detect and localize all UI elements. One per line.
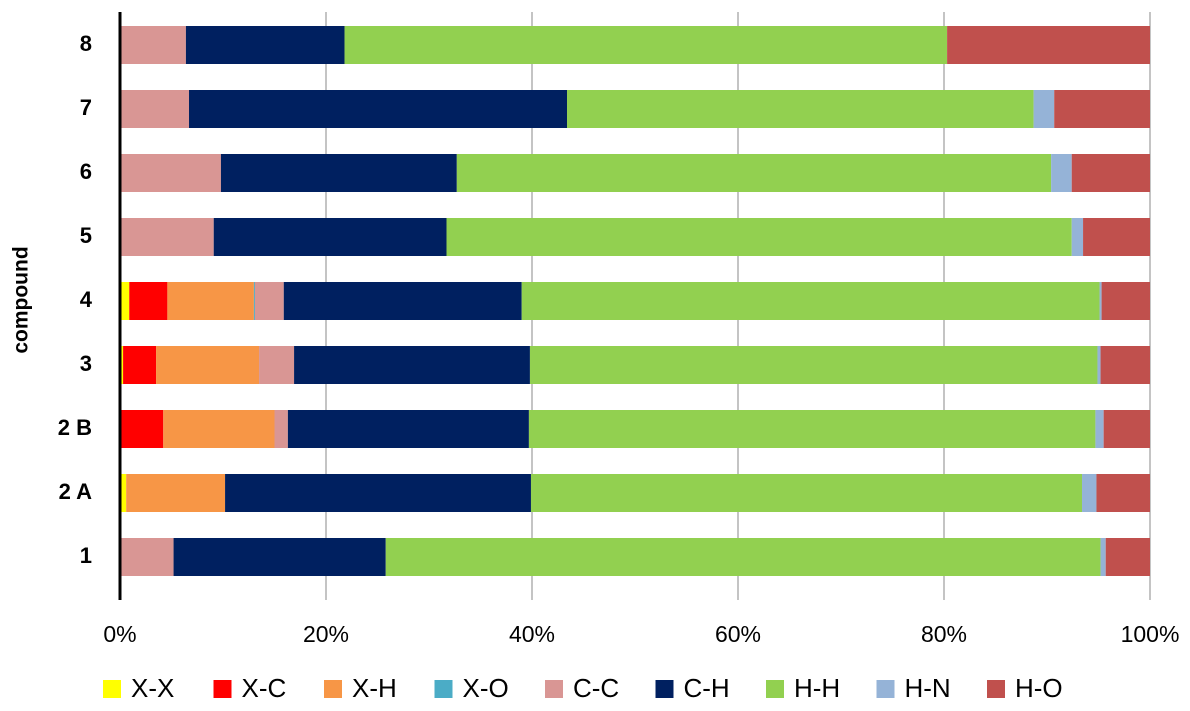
bar-segment	[253, 282, 255, 320]
legend-label: X-O	[463, 673, 509, 703]
bar-segment	[120, 474, 127, 512]
bar-segment	[1082, 474, 1097, 512]
legend-swatch	[324, 680, 342, 698]
bar-segment	[521, 282, 1100, 320]
x-tick-label: 40%	[509, 621, 555, 647]
bar-segment	[120, 90, 190, 128]
bar-segment	[529, 346, 1098, 384]
y-axis-label: compound	[10, 246, 33, 353]
bar-segment	[120, 282, 130, 320]
bar-segment	[254, 282, 284, 320]
bar-segment	[173, 538, 386, 576]
legend-label: X-X	[131, 673, 174, 703]
x-tick-label: 100%	[1121, 621, 1180, 647]
bar-segment	[1071, 218, 1084, 256]
legend-swatch	[987, 680, 1005, 698]
legend-label: H-O	[1015, 673, 1063, 703]
bar-segment	[1083, 218, 1150, 256]
bar-segment	[530, 474, 1083, 512]
bar-segment	[283, 282, 522, 320]
y-tick-label: 8	[80, 31, 92, 56]
bar-segment	[123, 346, 157, 384]
bar-segment	[220, 154, 457, 192]
bar-segment	[1103, 410, 1150, 448]
bar-segment	[385, 538, 1101, 576]
bar-segment	[1100, 346, 1150, 384]
legend-swatch	[434, 680, 453, 698]
bar-segment	[287, 410, 529, 448]
legend-label: H-H	[794, 673, 840, 703]
x-tick-label: 20%	[303, 621, 349, 647]
bar-segment	[1097, 346, 1101, 384]
legend-label: X-H	[352, 673, 397, 703]
bar-segment	[344, 26, 948, 64]
legend-swatch	[655, 680, 674, 698]
bar-segment	[156, 346, 260, 384]
legend-swatch	[876, 680, 895, 698]
bar-segment	[1095, 410, 1104, 448]
bar-segment	[185, 26, 345, 64]
y-tick-label: 2 B	[58, 415, 92, 440]
bar-segment	[1105, 538, 1150, 576]
y-tick-label: 5	[80, 223, 92, 248]
y-tick-label: 6	[80, 159, 92, 184]
bar-segment	[294, 346, 530, 384]
bar-segment	[120, 26, 186, 64]
bar-segment	[167, 282, 254, 320]
y-tick-label: 7	[80, 95, 92, 120]
bar-segment	[189, 90, 568, 128]
x-tick-label: 0%	[103, 621, 136, 647]
bar-segment	[1033, 90, 1055, 128]
x-tick-label: 60%	[715, 621, 761, 647]
legend-label: C-H	[684, 673, 730, 703]
bar-segment	[129, 282, 168, 320]
legend-swatch	[766, 680, 784, 698]
bar-segment	[225, 474, 531, 512]
bar-segment	[120, 346, 124, 384]
y-tick-label: 4	[80, 287, 93, 312]
bar-segment	[1099, 282, 1102, 320]
bar-segment	[163, 410, 275, 448]
bar-segment	[947, 26, 1150, 64]
y-tick-label: 3	[80, 351, 92, 376]
bar-segment	[274, 410, 288, 448]
y-tick-label: 2 A	[59, 479, 93, 504]
bar-segment	[1096, 474, 1150, 512]
bar-segment	[1100, 538, 1106, 576]
bar-segment	[213, 218, 447, 256]
bar-segment	[528, 410, 1096, 448]
bar-segment	[120, 154, 221, 192]
bar-segment	[120, 410, 164, 448]
legend-label: H-N	[905, 673, 951, 703]
bar-segment	[1071, 154, 1150, 192]
bar-segment	[1054, 90, 1150, 128]
bar-segment	[1101, 282, 1150, 320]
legend-label: X-C	[242, 673, 287, 703]
bar-segment	[120, 218, 214, 256]
legend-swatch	[545, 680, 563, 698]
bar-segment	[456, 154, 1052, 192]
bar-segment	[259, 346, 295, 384]
bar-segment	[126, 474, 226, 512]
y-tick-label: 1	[80, 543, 92, 568]
bar-segment	[446, 218, 1072, 256]
legend-label: C-C	[573, 673, 619, 703]
legend-swatch	[103, 680, 121, 698]
bar-segment	[120, 538, 174, 576]
legend-swatch	[213, 680, 232, 698]
x-tick-label: 80%	[921, 621, 967, 647]
bar-segment	[567, 90, 1034, 128]
bar-segment	[1051, 154, 1072, 192]
